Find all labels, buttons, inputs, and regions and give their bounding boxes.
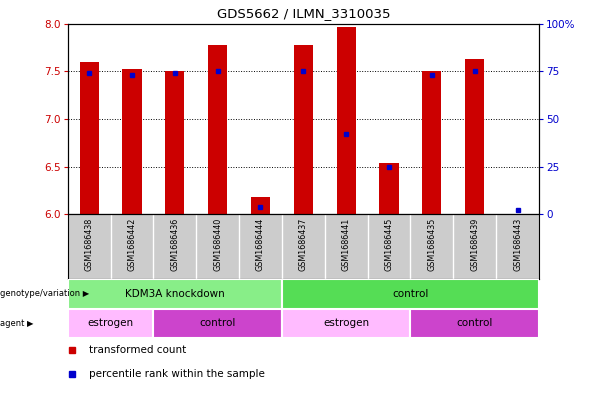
Bar <box>80 62 99 214</box>
Bar <box>336 28 356 214</box>
Text: GSM1686443: GSM1686443 <box>513 217 522 271</box>
Text: agent ▶: agent ▶ <box>0 319 34 328</box>
Text: GSM1686445: GSM1686445 <box>385 217 393 271</box>
Bar <box>165 71 184 214</box>
Text: GSM1686444: GSM1686444 <box>256 217 265 271</box>
Text: GSM1686436: GSM1686436 <box>170 217 179 271</box>
Title: GDS5662 / ILMN_3310035: GDS5662 / ILMN_3310035 <box>217 7 390 20</box>
Bar <box>465 59 484 214</box>
Text: control: control <box>392 289 429 299</box>
Text: control: control <box>200 318 236 328</box>
Bar <box>68 279 282 309</box>
Text: percentile rank within the sample: percentile rank within the sample <box>89 369 265 379</box>
Text: estrogen: estrogen <box>323 318 369 328</box>
Text: transformed count: transformed count <box>89 345 186 355</box>
Bar <box>379 163 399 214</box>
Text: GSM1686442: GSM1686442 <box>127 217 137 271</box>
Bar <box>68 309 153 338</box>
Bar <box>153 309 282 338</box>
Bar <box>294 44 313 214</box>
Text: genotype/variation ▶: genotype/variation ▶ <box>0 289 90 298</box>
Bar <box>123 69 141 214</box>
Text: KDM3A knockdown: KDM3A knockdown <box>125 289 224 299</box>
Text: GSM1686438: GSM1686438 <box>85 217 94 271</box>
Bar <box>282 309 411 338</box>
Bar <box>282 279 539 309</box>
Bar <box>422 71 442 214</box>
Text: GSM1686439: GSM1686439 <box>470 217 479 271</box>
Bar <box>251 197 270 214</box>
Bar <box>208 44 227 214</box>
Bar <box>411 309 539 338</box>
Text: GSM1686435: GSM1686435 <box>428 217 436 271</box>
Text: GSM1686440: GSM1686440 <box>213 217 222 271</box>
Text: estrogen: estrogen <box>88 318 134 328</box>
Text: control: control <box>456 318 493 328</box>
Text: GSM1686437: GSM1686437 <box>299 217 308 271</box>
Text: GSM1686441: GSM1686441 <box>342 217 350 271</box>
